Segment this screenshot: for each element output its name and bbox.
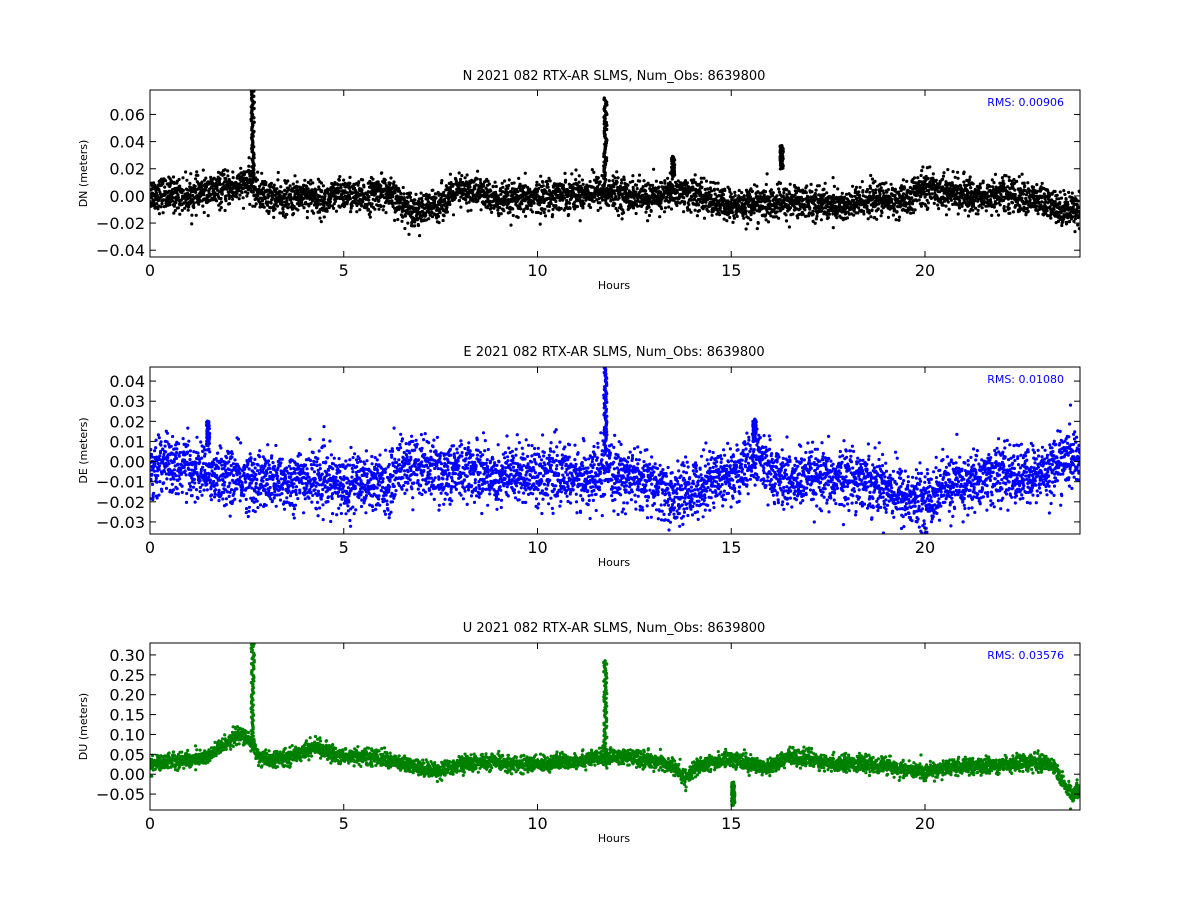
- spike-0: [249, 90, 256, 185]
- x-tick-label: 15: [721, 814, 741, 833]
- chart-title: N 2021 082 RTX-AR SLMS, Num_Obs: 8639800: [463, 69, 766, 84]
- subplot-north: N 2021 082 RTX-AR SLMS, Num_Obs: 8639800…: [77, 69, 1081, 292]
- y-tick-label: 0.10: [109, 725, 145, 744]
- data-points: [150, 643, 1080, 810]
- plot-frame: [149, 642, 1081, 811]
- x-tick-label: 20: [915, 538, 935, 557]
- x-tick-label: 5: [339, 814, 349, 833]
- axis-ticks: 0 5 10 15 20 −0.050.000.050.100.150.200.250.3…: [96, 643, 1080, 833]
- x-tick-label: 0: [145, 261, 155, 280]
- y-tick-label: −0.03: [96, 513, 145, 532]
- x-tick-label: 10: [527, 538, 547, 557]
- axis-ticks: 0 5 10 15 20 −0.03−0.02−0.010.00 0.010.020.030…: [96, 367, 1080, 557]
- rms-annotation: RMS: 0.00906: [987, 96, 1064, 109]
- x-tick-label: 0: [145, 814, 155, 833]
- x-axis-label: Hours: [598, 832, 630, 845]
- spike-3: [669, 154, 677, 178]
- y-tick-label: 0.00: [109, 453, 145, 472]
- subplot-up: U 2021 082 RTX-AR SLMS, Num_Obs: 8639800…: [77, 621, 1081, 845]
- x-tick-label: 20: [915, 261, 935, 280]
- chart-title: E 2021 082 RTX-AR SLMS, Num_Obs: 8639800: [463, 345, 764, 360]
- data-points: [150, 90, 1080, 238]
- spike-2: [751, 417, 758, 444]
- spike-2: [778, 143, 785, 171]
- x-tick-label: 15: [721, 538, 741, 557]
- x-tick-label: 10: [527, 261, 547, 280]
- y-tick-label: 0.15: [109, 706, 145, 725]
- y-axis-label: DE (meters): [77, 417, 90, 483]
- plot-frame: [149, 89, 1081, 258]
- x-axis-label: Hours: [598, 279, 630, 292]
- spike-0: [602, 367, 609, 454]
- y-tick-label: 0.02: [109, 412, 145, 431]
- y-tick-label: −0.01: [96, 473, 145, 492]
- y-tick-label: 0.06: [109, 105, 145, 124]
- x-tick-label: 10: [527, 814, 547, 833]
- y-axis-label: DU (meters): [77, 693, 90, 760]
- rms-annotation: RMS: 0.03576: [987, 649, 1064, 662]
- x-tick-label: 0: [145, 538, 155, 557]
- x-tick-label: 15: [721, 261, 741, 280]
- y-tick-label: 0.04: [109, 372, 145, 391]
- axis-ticks: 0 5 10 15 20 −0.04 −0.02 0.00 0.02 0.04 0.06: [96, 90, 1080, 280]
- y-tick-label: −0.04: [96, 241, 145, 260]
- y-tick-label: −0.02: [96, 493, 145, 512]
- y-tick-label: 0.20: [109, 686, 145, 705]
- y-tick-label: 0.04: [109, 133, 145, 152]
- y-tick-label: 0.05: [109, 745, 145, 764]
- y-tick-label: 0.03: [109, 392, 145, 411]
- y-tick-label: −0.02: [96, 214, 145, 233]
- y-tick-label: 0.30: [109, 646, 145, 665]
- x-tick-label: 5: [339, 538, 349, 557]
- spike-1: [602, 96, 609, 182]
- y-tick-label: 0.00: [109, 765, 145, 784]
- x-axis-label: Hours: [598, 556, 630, 569]
- rms-annotation: RMS: 0.01080: [987, 373, 1064, 386]
- x-tick-label: 20: [915, 814, 935, 833]
- spike-1: [602, 659, 609, 757]
- y-tick-label: 0.25: [109, 666, 145, 685]
- y-tick-label: 0.02: [109, 160, 145, 179]
- x-tick-label: 5: [339, 261, 349, 280]
- subplot-east: E 2021 082 RTX-AR SLMS, Num_Obs: 8639800…: [77, 345, 1081, 569]
- spike-1: [204, 419, 212, 448]
- y-tick-label: 0.01: [109, 432, 145, 451]
- spike-2: [729, 780, 737, 807]
- y-axis-label: DN (meters): [77, 140, 90, 208]
- y-tick-label: −0.05: [96, 785, 145, 804]
- chart-title: U 2021 082 RTX-AR SLMS, Num_Obs: 8639800: [463, 621, 766, 636]
- plot-frame: [149, 366, 1081, 535]
- y-tick-label: 0.00: [109, 187, 145, 206]
- spike-0: [249, 643, 256, 749]
